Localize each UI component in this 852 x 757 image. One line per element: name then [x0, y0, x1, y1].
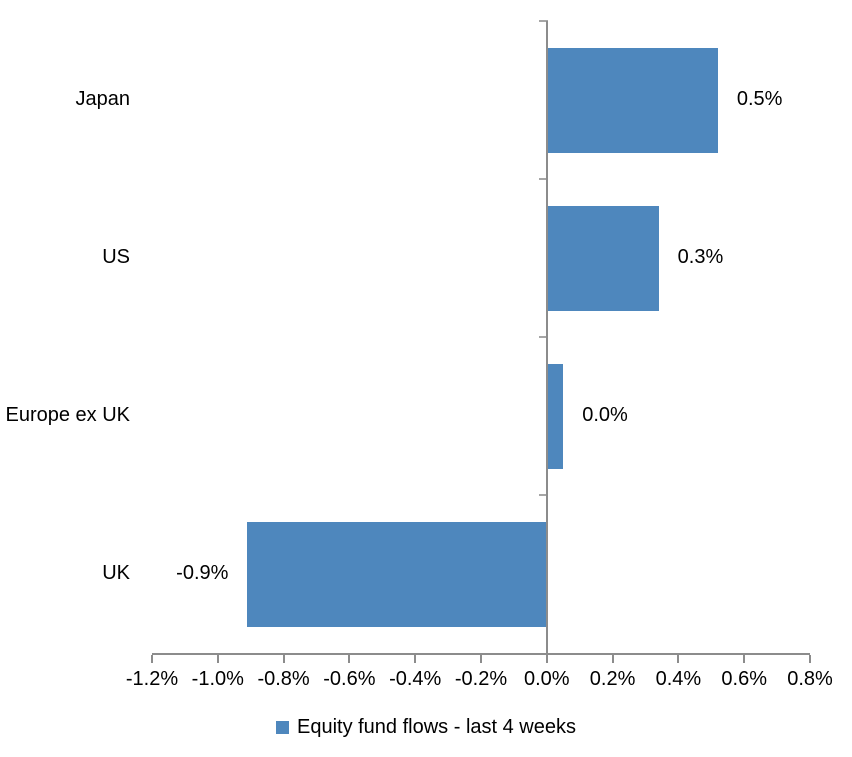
x-axis-tick-label: -0.4% — [389, 668, 442, 690]
x-axis-tick-label: -0.8% — [257, 668, 310, 690]
bar-europe-ex-uk — [546, 363, 564, 469]
x-axis-tick — [743, 655, 746, 663]
bar-japan — [546, 47, 718, 153]
legend: Equity fund flows - last 4 weeks — [0, 716, 852, 739]
x-axis-tick — [151, 655, 153, 663]
x-axis-tick — [677, 655, 680, 663]
y-axis-line — [545, 21, 548, 653]
x-axis-tick-label: 0.0% — [524, 668, 570, 690]
x-axis-tick — [282, 655, 285, 663]
legend-label: Equity fund flows - last 4 weeks — [296, 716, 576, 738]
bar-value-label: 0.0% — [582, 404, 628, 426]
x-axis-tick-label: -0.2% — [454, 668, 508, 690]
y-axis-tick — [538, 494, 548, 496]
x-axis-tick — [809, 655, 811, 663]
y-axis-tick — [538, 178, 548, 180]
x-axis-line — [152, 653, 810, 655]
legend-swatch-icon — [275, 721, 289, 734]
x-axis-tick — [545, 655, 548, 663]
x-axis-tick-label: 0.4% — [655, 668, 702, 690]
x-axis-tick — [611, 655, 614, 663]
x-axis-tick — [480, 655, 482, 663]
x-axis-tick — [216, 655, 219, 663]
y-axis-tick — [538, 336, 548, 338]
category-label: UK — [102, 562, 130, 584]
x-axis-tick-label: 0.6% — [721, 668, 767, 690]
x-axis-tick-label: -0.6% — [323, 668, 376, 690]
bar-us — [546, 205, 659, 311]
y-axis-tick — [538, 20, 548, 22]
category-label: Japan — [75, 88, 131, 110]
x-axis-tick — [348, 655, 351, 663]
x-axis-tick-label: 0.2% — [589, 668, 636, 690]
bar-value-label: 0.5% — [736, 88, 783, 110]
category-label: US — [102, 246, 130, 268]
x-axis-tick-label: -1.0% — [191, 668, 244, 690]
bar-value-label: -0.9% — [176, 562, 229, 584]
x-axis-tick-label: 0.8% — [787, 668, 833, 690]
x-axis-tick — [414, 655, 417, 663]
x-axis-tick-label: -1.2% — [125, 668, 179, 690]
bar-uk — [247, 521, 547, 627]
category-label: Europe ex UK — [5, 404, 130, 426]
bar-value-label: 0.3% — [677, 246, 724, 268]
